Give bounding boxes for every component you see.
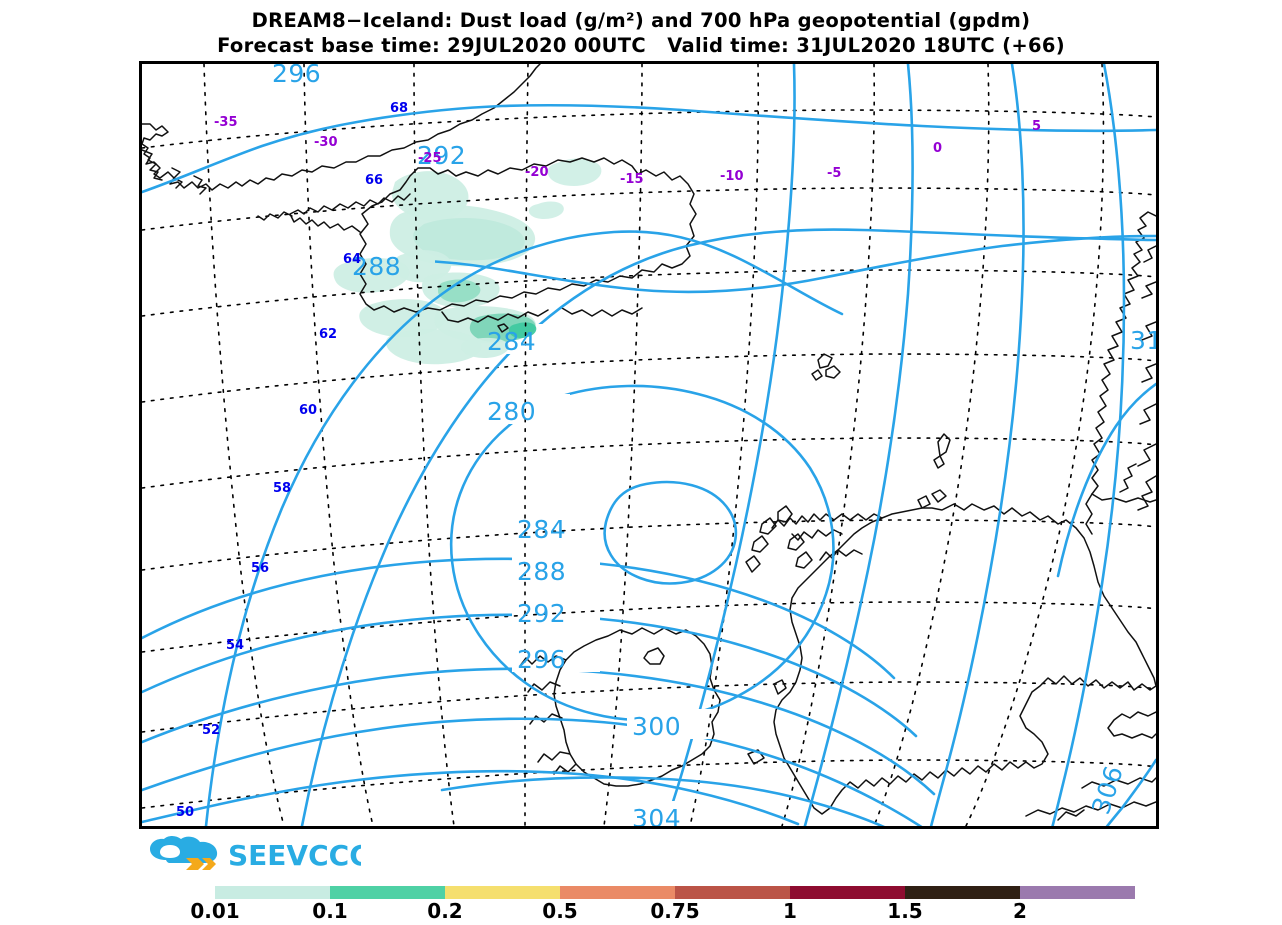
lat-label-56: 56 [251,561,269,576]
coastlines [142,64,1156,821]
cloud-icon [150,836,218,863]
colorbar-segment [1020,886,1135,899]
contour-label-306: 306 [1086,762,1129,818]
colorbar-segment [445,886,560,899]
colorbar-segment [560,886,675,899]
lon-label-5: 5 [1032,119,1041,134]
logo-graphic: SEEVCCC [150,836,361,872]
colorbar-tick-label: 0.2 [427,899,463,923]
contour-label-300: 300 [632,712,681,741]
lat-label-64: 64 [343,252,361,267]
geopotential-contours [142,64,1156,826]
map-canvas: 296 292 288 284 280 284 288 292 296 300 … [142,64,1156,826]
dust-load-colorbar [215,886,1135,899]
lon-label-m10: -10 [720,169,744,184]
lon-label-m35: -35 [214,115,238,130]
colorbar-tick-label: 0.75 [650,899,700,923]
chart-title-block: DREAM8−Iceland: Dust load (g/m²) and 700… [0,8,1282,58]
colorbar-segment [330,886,445,899]
lat-label-50: 50 [176,805,194,820]
contour-label-284-l: 284 [517,515,566,544]
lat-label-58: 58 [273,481,291,496]
colorbar-segment [790,886,905,899]
colorbar-segment [905,886,1020,899]
contour-label-292-n: 292 [417,141,466,170]
colorbar-segment [675,886,790,899]
lon-label-m20: -20 [525,165,549,180]
colorbar-tick-label: 0.01 [190,899,240,923]
chart-subtitle: Forecast base time: 29JUL2020 00UTC Vali… [217,34,1065,57]
lat-label-62: 62 [319,327,337,342]
latitude-labels: 68 66 64 62 60 58 56 54 52 50 [176,101,408,820]
lat-label-66: 66 [365,173,383,188]
contour-label-280: 280 [487,397,536,426]
colorbar-segment [215,886,330,899]
colorbar-tick-label: 0.1 [312,899,348,923]
page-title: DREAM8−Iceland: Dust load (g/m²) and 700… [251,9,1031,32]
contour-label-296-n: 296 [272,64,321,88]
colorbar-tick-label: 0.5 [542,899,578,923]
lon-label-m25: -25 [418,151,442,166]
lon-label-m15: -15 [620,172,644,187]
colorbar-tick-label: 1 [783,899,797,923]
lat-label-60: 60 [299,403,317,418]
arrow-icon [186,858,216,870]
lat-label-54: 54 [226,638,244,653]
seevccc-logo: SEEVCCC [146,836,361,874]
lon-label-m5: -5 [827,166,841,181]
map-panel: 296 292 288 284 280 284 288 292 296 300 … [139,61,1159,829]
contour-label-296-l: 296 [517,645,566,674]
logo-text: SEEVCCC [228,839,361,872]
colorbar-tick-label: 1.5 [887,899,923,923]
contour-labels: 296 292 288 284 280 284 288 292 296 300 … [272,64,1156,826]
lat-label-68: 68 [390,101,408,116]
colorbar-tick-labels: 0.01 0.1 0.2 0.5 0.75 1 1.5 2 [190,899,1135,925]
contour-label-288-n: 288 [352,252,401,281]
contour-label-304: 304 [632,804,681,826]
contour-label-292-l: 292 [517,599,566,628]
longitude-labels: -35 -30 -25 -20 -15 -10 -5 0 5 [214,115,1041,187]
lon-label-m30: -30 [314,135,338,150]
contour-label-288-l: 288 [517,557,566,586]
contour-label-284-u: 284 [487,327,536,356]
lat-label-52: 52 [202,723,220,738]
lon-label-0: 0 [933,141,942,156]
colorbar-tick-label: 2 [1013,899,1027,923]
contour-label-312: 312 [1130,326,1156,355]
